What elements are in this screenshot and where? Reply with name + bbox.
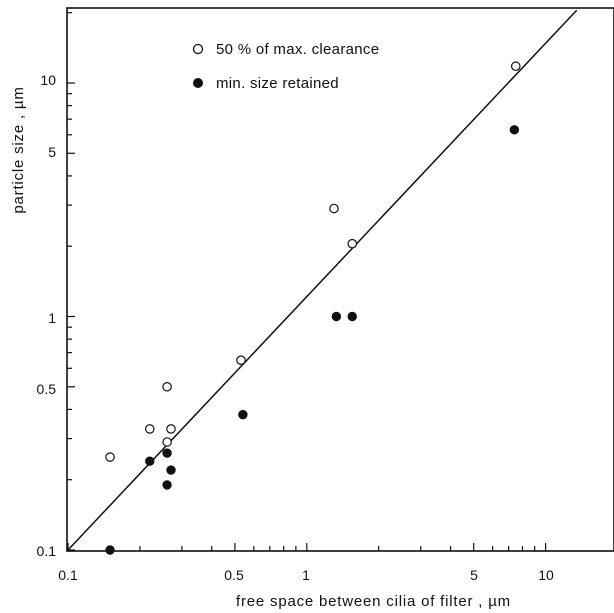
y-tick-label-0.5: 0.5 xyxy=(37,381,57,397)
y-tick-label-5: 5 xyxy=(48,144,56,160)
major-ticks xyxy=(67,82,547,551)
legend: 50 % of max. clearance min. size retaine… xyxy=(192,41,379,92)
filled-circle-point xyxy=(509,125,520,135)
x-tick-label-0.5: 0.5 xyxy=(224,567,244,583)
filled-circle-point xyxy=(162,448,172,458)
open-circle-point xyxy=(166,424,176,434)
open-circle-point xyxy=(236,355,246,365)
open-circle-point xyxy=(144,424,155,434)
x-tick-label-1: 1 xyxy=(302,567,310,583)
plot-frame xyxy=(66,7,614,552)
filled-circle-point xyxy=(145,456,155,466)
open-circle-point xyxy=(105,452,115,462)
filled-circle-point xyxy=(166,465,176,475)
minor-ticks xyxy=(67,12,536,551)
open-circle-point xyxy=(162,437,172,447)
legend-filled-circle-marker xyxy=(193,78,203,88)
legend-label-clearance: 50 % of max. clearance xyxy=(216,41,379,58)
y-axis-label: particle size , µm xyxy=(10,86,27,213)
y-tick-label-1: 1 xyxy=(48,310,56,326)
x-tick-label-0.1: 0.1 xyxy=(58,567,78,583)
filled-circle-point xyxy=(331,311,342,322)
legend-label-min-size: min. size retained xyxy=(216,75,339,92)
x-tick-label-5: 5 xyxy=(470,567,478,583)
y-tick-label-0.1: 0.1 xyxy=(37,543,57,559)
legend-open-circle-marker xyxy=(192,43,204,55)
open-circle-point xyxy=(329,203,339,214)
filled-circle-point xyxy=(105,545,115,555)
x-axis-label: free space between cilia of filter , µm xyxy=(236,593,511,610)
open-circle-point xyxy=(162,381,172,392)
filled-circle-point xyxy=(347,311,357,322)
y-tick-label-10: 10 xyxy=(40,72,56,88)
open-circle-point xyxy=(347,238,358,249)
open-circle-point xyxy=(510,61,521,72)
x-tick-label-10: 10 xyxy=(538,567,554,583)
filled-circle-point xyxy=(238,409,248,420)
filled-circle-point xyxy=(162,480,172,490)
points-layer xyxy=(105,61,521,555)
